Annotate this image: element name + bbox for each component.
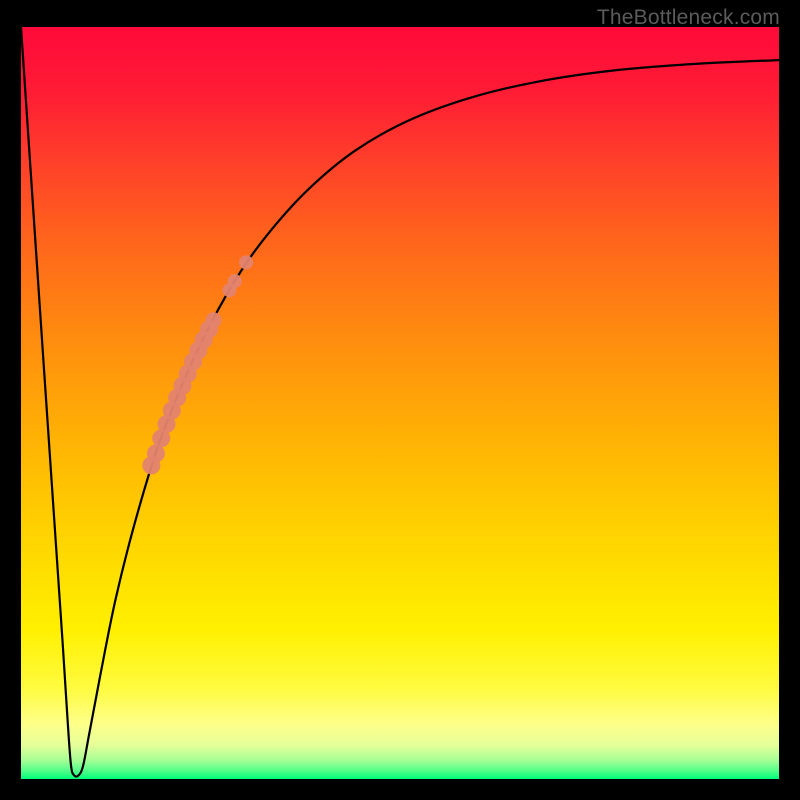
curve-layer xyxy=(21,27,779,779)
highlight-marker xyxy=(206,312,222,328)
plot-area xyxy=(21,27,779,779)
chart-container: TheBottleneck.com xyxy=(0,0,800,800)
highlight-marker xyxy=(239,255,253,269)
highlight-marker xyxy=(228,274,242,288)
bottleneck-curve xyxy=(21,27,779,777)
highlight-markers xyxy=(142,255,253,474)
